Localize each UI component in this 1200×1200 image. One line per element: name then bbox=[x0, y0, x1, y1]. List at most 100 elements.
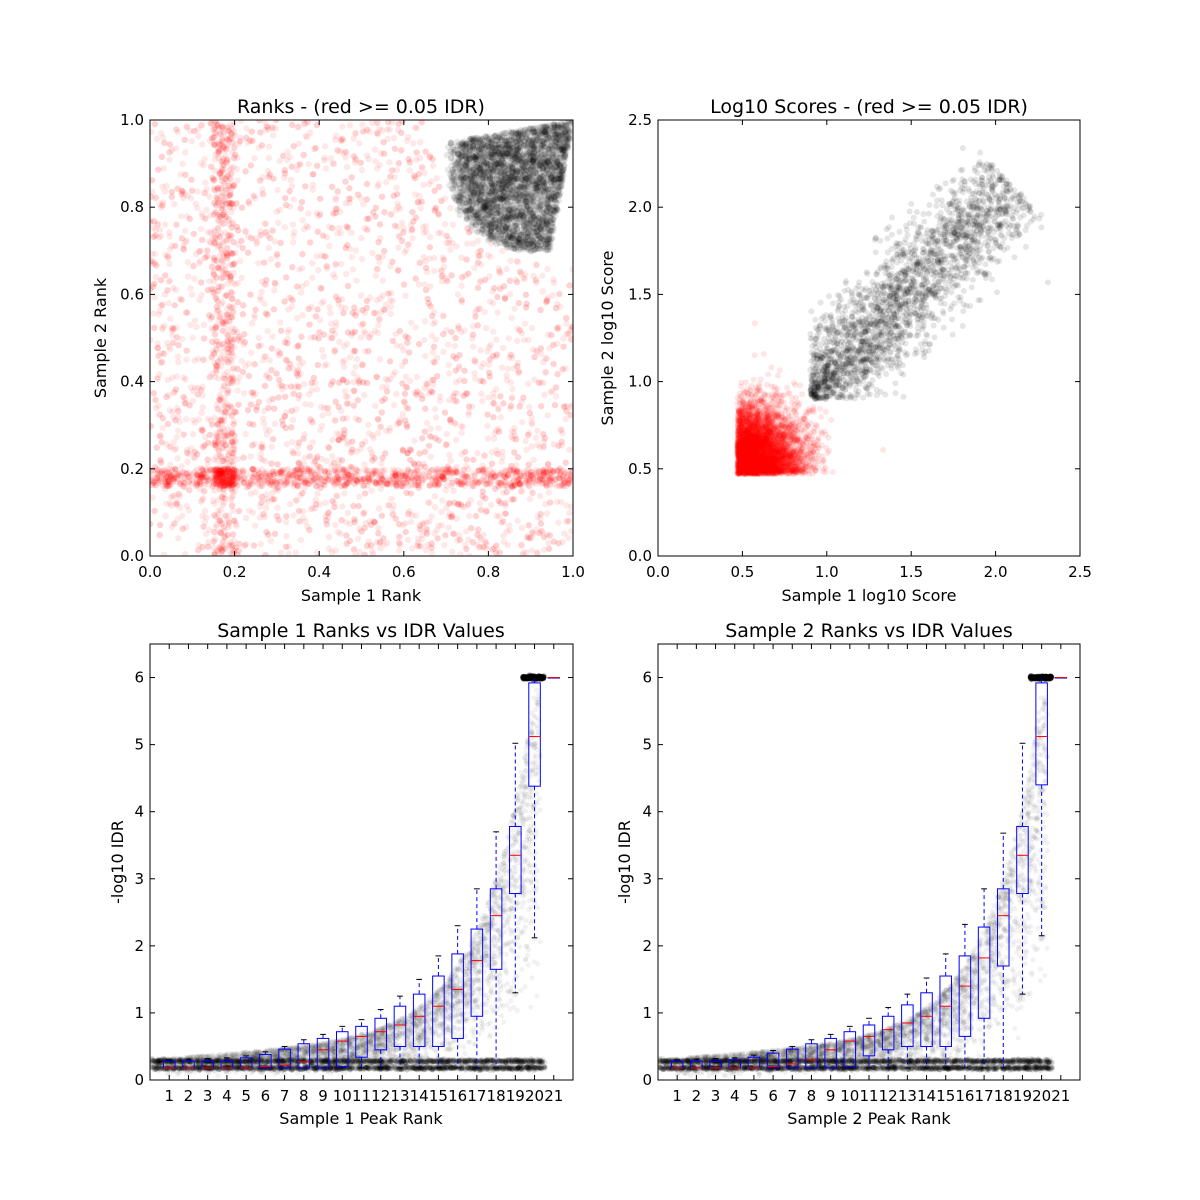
ranks-point-high-idr bbox=[215, 471, 223, 478]
ranks-point-high-idr bbox=[483, 480, 490, 488]
ranks-point-high-idr bbox=[512, 436, 520, 443]
ranks-point-high-idr bbox=[446, 467, 454, 474]
ranks-point-high-idr bbox=[177, 504, 184, 511]
ranks-point-high-idr bbox=[502, 471, 509, 478]
ranks-point-high-idr bbox=[156, 411, 163, 418]
ranks-point-high-idr bbox=[181, 191, 188, 198]
ranks-point-high-idr bbox=[186, 127, 194, 135]
ranks-point-high-idr bbox=[159, 424, 167, 432]
ranks-point-high-idr bbox=[556, 290, 563, 298]
ranks-point-high-idr bbox=[369, 467, 377, 474]
ranks-point-high-idr bbox=[194, 188, 201, 195]
ranks-point-high-idr bbox=[171, 389, 178, 396]
ranks-point-high-idr bbox=[509, 394, 516, 401]
ranks-point-high-idr bbox=[154, 344, 162, 351]
ranks-point-high-idr bbox=[196, 257, 204, 265]
ranks-point-high-idr bbox=[286, 188, 293, 195]
ranks-point-high-idr bbox=[151, 507, 158, 515]
ranks-point-high-idr bbox=[160, 551, 168, 556]
ranks-point-high-idr bbox=[213, 338, 220, 345]
ranks-point-high-idr bbox=[287, 176, 295, 184]
ranks-point-high-idr bbox=[450, 530, 458, 538]
ranks-point-high-idr bbox=[332, 132, 340, 139]
ranks-point-high-idr bbox=[432, 478, 439, 485]
ranks-point-high-idr bbox=[458, 480, 466, 488]
ranks-point-high-idr bbox=[426, 255, 433, 262]
ranks-point-high-idr bbox=[394, 126, 402, 134]
ranks-point-high-idr bbox=[229, 200, 236, 207]
ranks-point-high-idr bbox=[445, 341, 452, 348]
ranks-point-high-idr bbox=[211, 414, 218, 422]
ranks-point-high-idr bbox=[188, 137, 195, 145]
ranks-point-high-idr bbox=[159, 324, 166, 331]
ranks-point-high-idr bbox=[456, 351, 463, 359]
ranks-point-high-idr bbox=[210, 456, 218, 464]
ranks-point-high-idr bbox=[197, 247, 204, 255]
ranks-point-high-idr bbox=[431, 254, 438, 262]
ranks-point-high-idr bbox=[395, 203, 402, 211]
ranks-point-high-idr bbox=[274, 461, 281, 468]
ranks-point-high-idr bbox=[302, 183, 309, 190]
ranks-point-high-idr bbox=[465, 536, 472, 543]
ranks-point-high-idr bbox=[479, 488, 486, 495]
ranks-point-high-idr bbox=[197, 279, 205, 286]
ranks-point-high-idr bbox=[269, 333, 276, 340]
ranks-point-high-idr bbox=[539, 272, 546, 279]
ranks-point-high-idr bbox=[222, 152, 229, 159]
ranks-point-high-idr bbox=[482, 538, 489, 545]
ranks-point-high-idr bbox=[542, 476, 549, 483]
ranks-point-high-idr bbox=[563, 502, 570, 509]
ranks-point-high-idr bbox=[356, 525, 363, 532]
ranks-point-high-idr bbox=[245, 372, 253, 380]
ranks-point-high-idr bbox=[451, 420, 459, 427]
ranks-point-high-idr bbox=[431, 405, 439, 413]
ranks-point-high-idr bbox=[157, 277, 165, 284]
ranks-point-high-idr bbox=[230, 420, 237, 428]
ranks-point-high-idr bbox=[458, 296, 465, 304]
ranks-point-high-idr bbox=[449, 548, 456, 556]
ranks-point-high-idr bbox=[161, 139, 168, 147]
ranks-point-high-idr bbox=[390, 402, 398, 409]
ranks-point-high-idr bbox=[216, 211, 224, 218]
ranks-point-high-idr bbox=[223, 252, 231, 260]
ranks-point-high-idr bbox=[242, 362, 249, 370]
ranks-point-high-idr bbox=[510, 435, 517, 443]
ranks-point-high-idr bbox=[390, 134, 398, 142]
ranks-point-high-idr bbox=[469, 539, 477, 546]
ranks-point-high-idr bbox=[494, 309, 501, 316]
ranks-point-high-idr bbox=[395, 520, 403, 528]
ranks-point-high-idr bbox=[307, 505, 315, 513]
ranks-point-high-idr bbox=[223, 305, 231, 312]
ranks-point-high-idr bbox=[365, 155, 372, 163]
ranks-point-high-idr bbox=[436, 397, 443, 405]
ranks-point-high-idr bbox=[517, 481, 524, 489]
ranks-point-high-idr bbox=[281, 224, 288, 231]
ranks-point-high-idr bbox=[401, 399, 409, 407]
ranks-point-high-idr bbox=[283, 513, 290, 520]
ranks-point-high-idr bbox=[531, 479, 538, 486]
ranks-point-high-idr bbox=[358, 234, 365, 242]
ranks-point-high-idr bbox=[373, 265, 381, 273]
ranks-point-high-idr bbox=[262, 426, 270, 433]
ranks-point-high-idr bbox=[292, 467, 299, 474]
ranks-point-high-idr bbox=[432, 476, 440, 483]
ranks-point-high-idr bbox=[203, 206, 210, 213]
ranks-point-high-idr bbox=[511, 424, 518, 432]
ranks-point-high-idr bbox=[431, 358, 438, 366]
ranks-point-high-idr bbox=[224, 280, 231, 287]
ranks-point-high-idr bbox=[312, 144, 319, 152]
ranks-point-high-idr bbox=[540, 469, 547, 476]
ranks-point-high-idr bbox=[423, 468, 430, 475]
ranks-point-high-idr bbox=[218, 246, 225, 254]
ranks-point-high-idr bbox=[230, 336, 238, 343]
ranks-point-high-idr bbox=[289, 447, 296, 455]
ranks-point-high-idr bbox=[186, 215, 194, 223]
ranks-point-high-idr bbox=[365, 347, 372, 355]
ranks-point-high-idr bbox=[249, 137, 256, 144]
ranks-point-high-idr bbox=[277, 350, 284, 357]
ranks-point-high-idr bbox=[224, 432, 231, 439]
ranks-point-high-idr bbox=[316, 464, 324, 471]
ranks-point-high-idr bbox=[151, 324, 158, 332]
ranks-point-high-idr bbox=[529, 489, 536, 497]
ranks-point-high-idr bbox=[400, 347, 407, 354]
